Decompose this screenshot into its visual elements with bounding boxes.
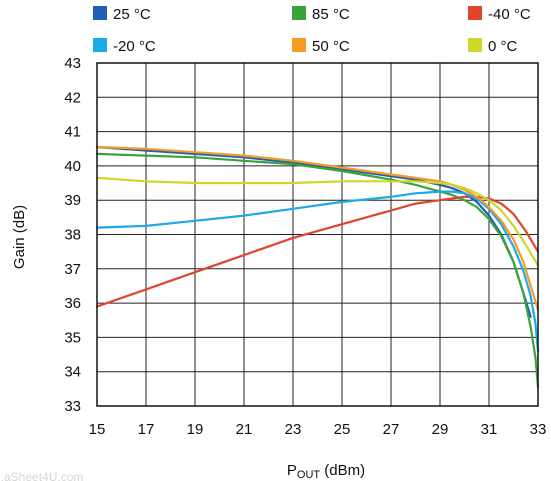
legend-label-1: 85 °C	[312, 6, 350, 23]
x-tick-label: 33	[530, 421, 547, 438]
series-line-1	[95, 152, 540, 389]
legend-label-2: -40 °C	[488, 6, 531, 23]
x-tick-label: 23	[285, 421, 302, 438]
x-axis-label-subscript: OUT	[297, 469, 321, 481]
x-axis-label: POUT (dBm)	[287, 462, 365, 481]
legend-swatch-0	[93, 6, 107, 20]
y-tick-label: 34	[64, 364, 81, 381]
series-line-2	[95, 195, 540, 308]
legend-label-3: -20 °C	[113, 38, 156, 55]
x-tick-label: 21	[236, 421, 253, 438]
x-tick-label: 31	[481, 421, 498, 438]
legend-label-4: 50 °C	[312, 38, 350, 55]
series-line-5	[95, 176, 540, 267]
y-tick-label: 43	[64, 55, 81, 72]
x-tick-label: 19	[187, 421, 204, 438]
x-axis-label-unit: (dBm)	[320, 462, 365, 479]
legend: 25 °C 85 °C -40 °C -20 °C 50 °C 0 °C	[93, 6, 531, 55]
x-tick-labels: 15 17 19 21 23 25 27 29 31 33	[89, 421, 547, 438]
legend-label-5: 0 °C	[488, 38, 518, 55]
y-tick-label: 33	[64, 398, 81, 415]
legend-label-0: 25 °C	[113, 6, 151, 23]
y-tick-label: 41	[64, 124, 81, 141]
series-line-4	[95, 145, 540, 312]
x-tick-label: 25	[334, 421, 351, 438]
x-axis-label-main: P	[287, 462, 297, 479]
watermark: ...aSheet4U.com	[0, 470, 83, 481]
x-tick-label: 29	[432, 421, 449, 438]
y-tick-label: 40	[64, 158, 81, 175]
y-tick-label: 42	[64, 89, 81, 106]
legend-swatch-1	[292, 6, 306, 20]
y-tick-label: 37	[64, 261, 81, 278]
x-tick-label: 15	[89, 421, 106, 438]
grid	[96, 62, 539, 407]
plot-frame	[96, 62, 539, 407]
y-tick-label: 38	[64, 227, 81, 244]
y-tick-label: 35	[64, 329, 81, 346]
plot-lines	[95, 145, 540, 389]
legend-swatch-4	[292, 38, 306, 52]
series-line-3	[95, 190, 540, 353]
y-tick-label: 36	[64, 295, 81, 312]
x-tick-label: 27	[383, 421, 400, 438]
y-tick-label: 39	[64, 192, 81, 209]
x-tick-label: 17	[138, 421, 155, 438]
y-tick-labels: 33 34 35 36 37 38 39 40 41 42 43	[64, 55, 81, 415]
legend-swatch-5	[468, 38, 482, 52]
y-axis-label: Gain (dB)	[11, 205, 28, 269]
legend-swatch-2	[468, 6, 482, 20]
legend-swatch-3	[93, 38, 107, 52]
